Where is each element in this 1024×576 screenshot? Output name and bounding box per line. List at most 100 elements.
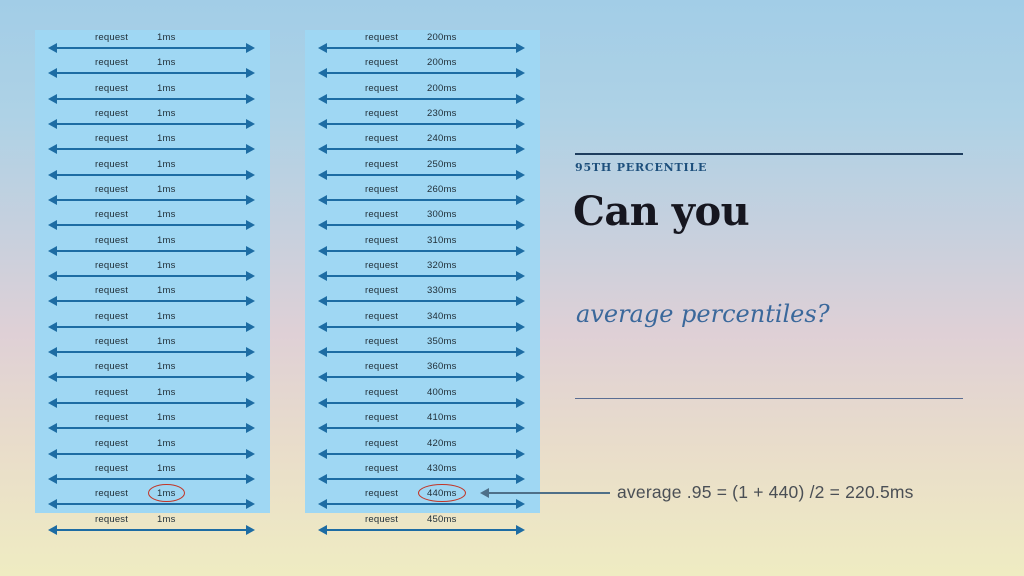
request-value: 250ms xyxy=(427,158,457,170)
request-label: request xyxy=(365,32,399,43)
request-row-labels: request 1ms xyxy=(35,31,270,44)
request-label: request xyxy=(95,209,129,221)
double-headed-arrow-icon xyxy=(48,321,255,332)
request-label: request xyxy=(365,310,399,322)
request-label: request xyxy=(365,184,399,196)
request-value: 420ms xyxy=(427,437,457,449)
request-label: request xyxy=(95,412,129,424)
request-value-circled: 440ms xyxy=(418,484,465,503)
request-row-labels: request 1ms xyxy=(35,462,270,475)
request-label: request xyxy=(365,133,399,145)
double-headed-arrow-icon xyxy=(318,296,525,307)
request-value: 450ms xyxy=(427,513,457,525)
request-label: request xyxy=(365,437,399,449)
request-value: 1ms xyxy=(157,412,176,424)
request-value: 1ms xyxy=(157,462,176,474)
double-headed-arrow-icon xyxy=(48,68,255,79)
request-value: 230ms xyxy=(427,108,457,120)
double-headed-arrow-icon xyxy=(318,144,525,155)
request-label: request xyxy=(95,437,129,449)
request-value: 1ms xyxy=(157,234,176,246)
request-value: 240ms xyxy=(427,133,457,145)
request-value: 1ms xyxy=(157,82,176,94)
request-value: 340ms xyxy=(427,310,457,322)
request-row-labels: request 300ms xyxy=(305,208,540,221)
request-row: request 1ms xyxy=(35,310,270,335)
request-row-labels: request 1ms xyxy=(35,208,270,221)
request-row: request 1ms xyxy=(35,31,270,56)
request-label: request xyxy=(95,82,129,94)
request-label: request xyxy=(95,310,129,322)
request-label: request xyxy=(95,133,129,145)
request-value: 410ms xyxy=(427,412,457,424)
request-value: 200ms xyxy=(427,57,457,69)
annotation-text: average .95 = (1 + 440) /2 = 220.5ms xyxy=(617,482,914,502)
request-row: request 1ms xyxy=(35,335,270,360)
request-row: request 1ms xyxy=(35,208,270,233)
request-label: request xyxy=(95,158,129,170)
request-label: request xyxy=(95,260,129,272)
request-label: request xyxy=(365,336,399,348)
request-row: request 200ms xyxy=(305,56,540,81)
double-headed-arrow-icon xyxy=(48,144,255,155)
request-row: request 320ms xyxy=(305,259,540,284)
double-headed-arrow-icon xyxy=(318,220,525,231)
request-value: 1ms xyxy=(157,32,176,43)
double-headed-arrow-icon xyxy=(48,43,255,53)
request-label: request xyxy=(95,488,129,500)
request-row: request 240ms xyxy=(305,132,540,157)
request-row-labels: request 1ms xyxy=(35,484,270,503)
double-headed-arrow-icon xyxy=(48,245,255,256)
request-row: request 340ms xyxy=(305,310,540,335)
request-label: request xyxy=(365,488,399,500)
request-row: request 1ms xyxy=(35,259,270,284)
request-value: 1ms xyxy=(157,336,176,348)
request-value: 1ms xyxy=(157,513,176,525)
request-value: 260ms xyxy=(427,184,457,196)
slide-title: Can you xyxy=(573,188,750,235)
request-value: 310ms xyxy=(427,234,457,246)
request-row-labels: request 450ms xyxy=(305,513,540,526)
request-value: 200ms xyxy=(427,82,457,94)
request-label: request xyxy=(365,386,399,398)
double-headed-arrow-icon xyxy=(48,524,255,535)
request-row: request 430ms xyxy=(305,462,540,487)
request-label: request xyxy=(95,361,129,373)
left-request-list: request 1ms request 1ms request 1ms request 1ms… xyxy=(35,31,270,538)
double-headed-arrow-icon xyxy=(318,195,525,206)
double-headed-arrow-icon xyxy=(48,473,255,484)
request-row-labels: request 1ms xyxy=(35,386,270,399)
request-row-labels: request 430ms xyxy=(305,462,540,475)
right-request-list: request 200ms request 200ms request 200ms requ… xyxy=(305,31,540,538)
request-row-labels: request 260ms xyxy=(305,183,540,196)
request-row: request 1ms xyxy=(35,386,270,411)
double-headed-arrow-icon xyxy=(318,423,525,434)
request-value: 1ms xyxy=(157,260,176,272)
request-row: request 400ms xyxy=(305,386,540,411)
request-row-labels: request 1ms xyxy=(35,335,270,348)
double-headed-arrow-icon xyxy=(318,271,525,282)
request-row-labels: request 240ms xyxy=(305,132,540,145)
request-value-circled: 1ms xyxy=(148,484,184,503)
request-row: request 250ms xyxy=(305,158,540,183)
request-row: request 1ms xyxy=(35,158,270,183)
request-row-labels: request 310ms xyxy=(305,234,540,247)
request-value: 320ms xyxy=(427,260,457,272)
request-row-labels: request 1ms xyxy=(35,259,270,272)
request-label: request xyxy=(95,108,129,120)
request-row: request 230ms xyxy=(305,107,540,132)
request-label: request xyxy=(365,260,399,272)
request-row: request 420ms xyxy=(305,437,540,462)
request-row-labels: request 200ms xyxy=(305,82,540,95)
double-headed-arrow-icon xyxy=(318,448,525,459)
request-row: request 1ms xyxy=(35,284,270,309)
request-row-labels: request 340ms xyxy=(305,310,540,323)
double-headed-arrow-icon xyxy=(48,423,255,434)
double-headed-arrow-icon xyxy=(318,119,525,130)
request-label: request xyxy=(95,234,129,246)
request-row: request 200ms xyxy=(305,31,540,56)
request-label: request xyxy=(95,57,129,69)
request-row: request 1ms xyxy=(35,437,270,462)
annotation-arrow-icon xyxy=(480,488,610,498)
